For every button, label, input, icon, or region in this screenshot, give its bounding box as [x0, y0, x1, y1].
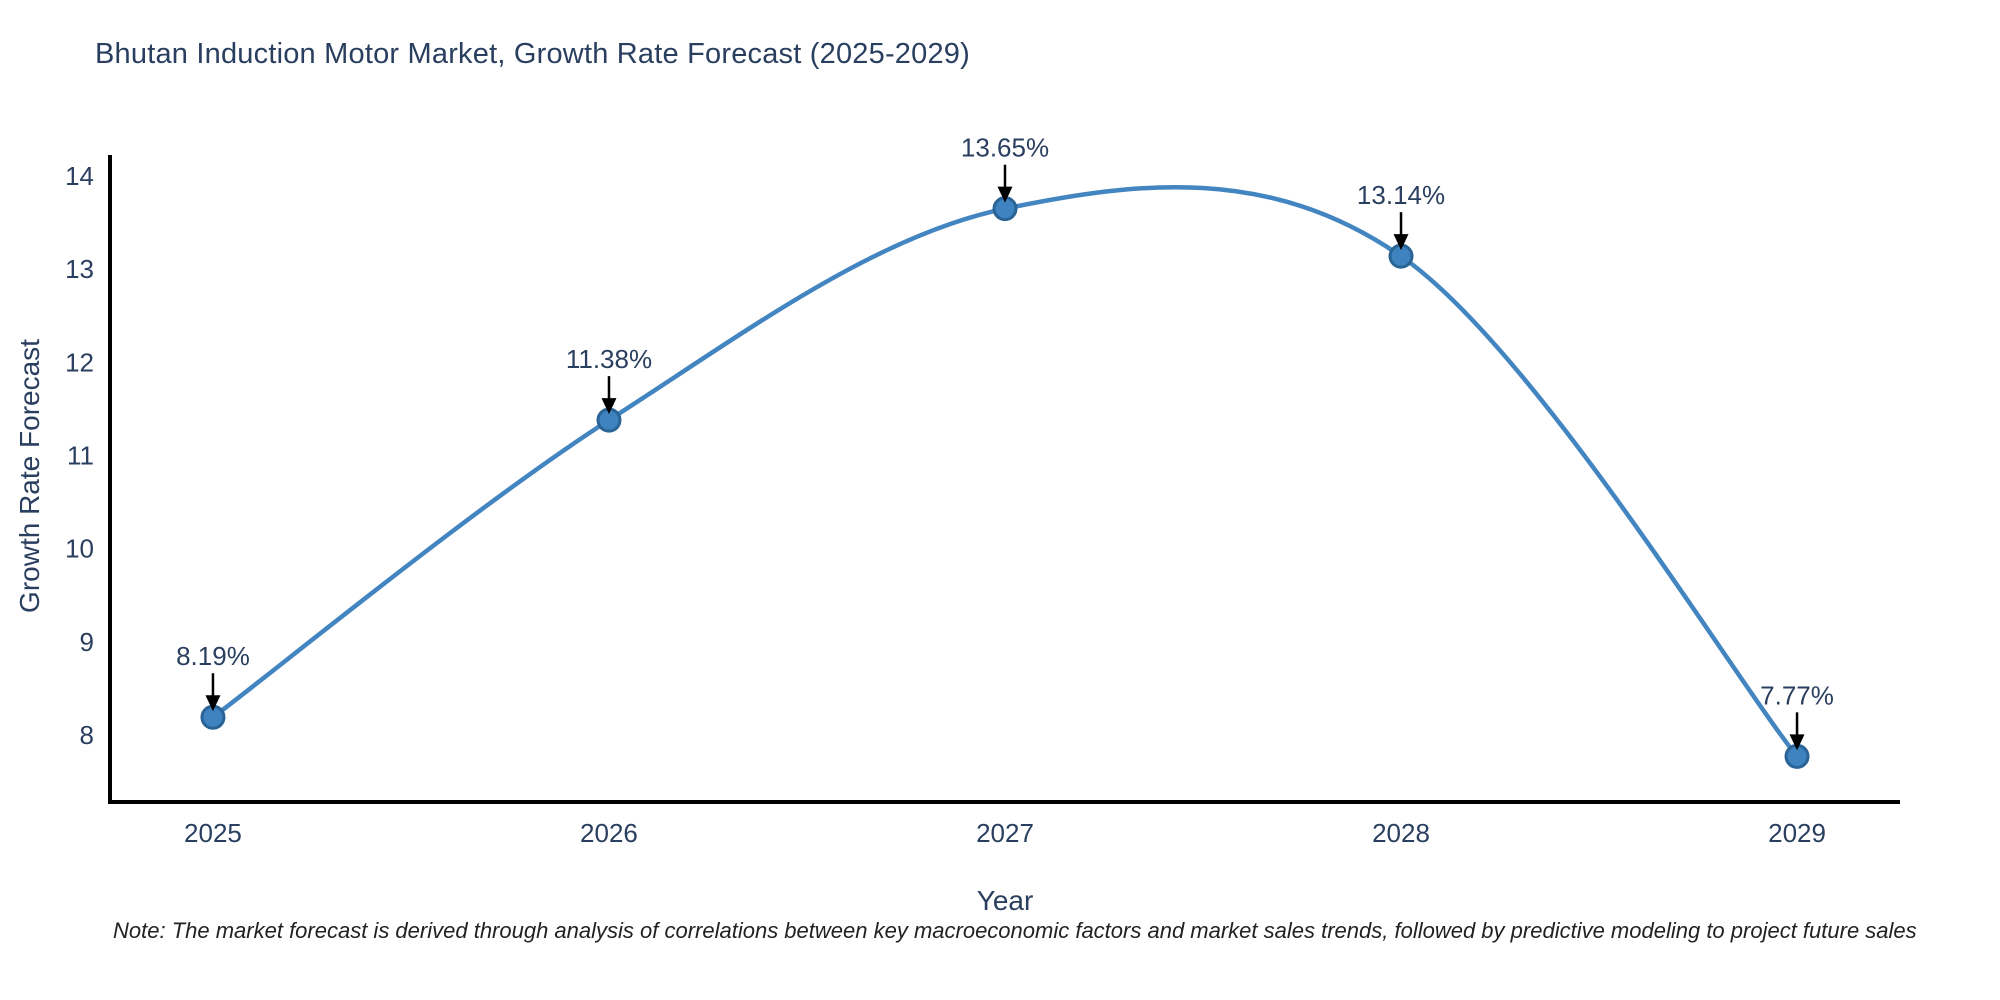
x-tick-label: 2026 [580, 818, 638, 848]
y-tick-label: 8 [80, 720, 94, 750]
y-tick-label: 11 [67, 441, 94, 471]
annotation-label: 11.38% [566, 344, 652, 374]
y-axis-title: Growth Rate Forecast [14, 339, 45, 613]
y-tick-label: 14 [65, 161, 94, 191]
annotation-arrowhead [1789, 734, 1805, 751]
x-tick-label: 2025 [184, 818, 242, 848]
annotation-label: 7.77% [1760, 680, 1834, 710]
y-tick-label: 13 [65, 254, 94, 284]
x-axis-title: Year [976, 885, 1034, 916]
y-tick-label: 12 [65, 347, 94, 377]
x-tick-label: 2027 [976, 818, 1034, 848]
annotation-arrowhead [997, 186, 1013, 203]
chart-title: Bhutan Induction Motor Market, Growth Ra… [95, 38, 970, 70]
annotation-arrowhead [601, 398, 617, 415]
annotation-arrowhead [1393, 234, 1409, 251]
trend-line [210, 184, 1800, 759]
annotation-label: 13.65% [961, 133, 1049, 163]
annotation-label: 8.19% [176, 641, 250, 671]
x-tick-label: 2029 [1768, 818, 1826, 848]
footnote-text: Note: The market forecast is derived thr… [113, 918, 1917, 943]
y-tick-label: 10 [65, 534, 94, 564]
y-tick-label: 9 [80, 627, 94, 657]
x-tick-label: 2028 [1372, 818, 1430, 848]
annotation-label: 13.14% [1357, 180, 1445, 210]
annotation-arrowhead [205, 695, 221, 712]
